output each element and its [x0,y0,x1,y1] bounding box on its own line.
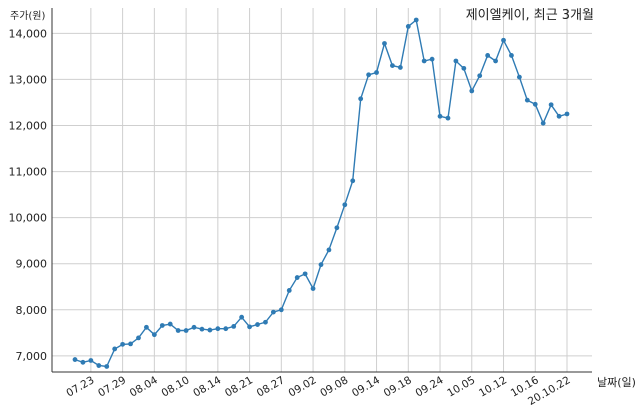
price-point [128,341,133,347]
y-axis-ticks: 7,000 8,000 9,000 10,000 11,000 12,000 13,000 1… [9,27,48,363]
series [72,17,570,369]
price-point [548,102,554,108]
chart-title: 제이엘케이, 최근 3개월 [466,8,594,23]
price-point [390,63,395,68]
price-point [501,37,506,43]
price-point [540,120,546,126]
price-point [556,113,562,119]
price-point [318,262,324,268]
price-point [485,53,491,58]
x-tick-label: 10.12 [477,374,509,399]
price-point [151,332,157,338]
price-point [191,324,197,330]
price-point [413,17,419,23]
price-point [429,56,435,62]
price-point [263,319,268,325]
axes [51,8,592,373]
price-point [334,225,340,231]
price-point [247,324,252,330]
x-tick-label: 09.14 [350,374,382,400]
price-point [342,202,348,208]
price-point [469,88,475,94]
price-point [88,358,94,363]
price-point [516,74,522,80]
price-point [167,321,173,327]
x-tick-label: 08.27 [255,374,287,399]
price-point [532,101,538,107]
y-tick-label: 10,000 [9,212,48,225]
price-point [445,115,451,121]
price-point [421,58,427,64]
y-tick-label: 11,000 [9,166,48,179]
x-tick-label: 08.10 [160,374,192,399]
price-point [239,314,245,320]
price-point [120,341,126,347]
price-point [397,65,403,70]
x-tick-label: 09.18 [382,374,414,399]
price-point [183,328,189,333]
price-point [80,359,86,365]
price-point [159,323,165,328]
x-axis-ticks: 07.23 07.29 08.04 08.10 08.14 08.21 08.27 09.02… [64,374,572,408]
x-tick-label: 09.24 [413,374,445,400]
price-point [366,72,372,78]
price-point [199,326,205,332]
price-point [350,178,356,184]
price-point [215,326,221,332]
x-tick-label: 10.05 [445,374,477,399]
y-axis-label: 주가(원) [10,10,46,22]
price-point [231,323,237,329]
price-point [453,58,459,64]
y-tick-label: 9,000 [16,258,48,271]
x-tick-label: 09.08 [318,374,350,399]
y-tick-label: 12,000 [9,119,48,132]
grid [52,8,592,372]
price-point [437,113,443,119]
price-point [524,97,530,103]
x-tick-label: 08.14 [191,374,223,400]
price-point [564,111,570,117]
price-point [358,96,364,102]
y-tick-label: 13,000 [9,73,48,86]
price-point [255,322,260,327]
price-point [278,307,284,313]
price-line [74,18,568,368]
price-point [294,275,300,280]
price-point [270,309,276,315]
x-tick-label: 07.29 [96,374,128,399]
price-point [477,73,483,79]
y-tick-label: 7,000 [16,350,48,363]
price-point [310,286,316,292]
x-tick-label: 07.23 [64,374,96,399]
price-point [382,41,387,46]
price-point [112,346,118,352]
y-tick-label: 8,000 [16,304,48,317]
price-point [175,328,181,333]
price-point [302,271,308,277]
x-tick-label: 08.04 [128,374,160,400]
price-point [207,327,213,333]
y-tick-label: 14,000 [9,27,48,40]
x-axis-label: 날짜(일) [597,375,636,389]
price-point [286,288,292,293]
x-tick-label: 08.21 [223,374,255,399]
price-point [461,65,467,71]
price-point [509,53,514,58]
price-point [326,247,332,253]
price-point [374,70,379,75]
price-point [104,364,110,369]
price-point [493,58,498,64]
price-point [72,357,78,362]
x-tick-label: 09.02 [287,374,319,399]
price-point [136,335,141,341]
price-point [96,363,102,368]
price-point [405,24,411,29]
price-point [223,326,229,332]
price-point [144,324,149,330]
